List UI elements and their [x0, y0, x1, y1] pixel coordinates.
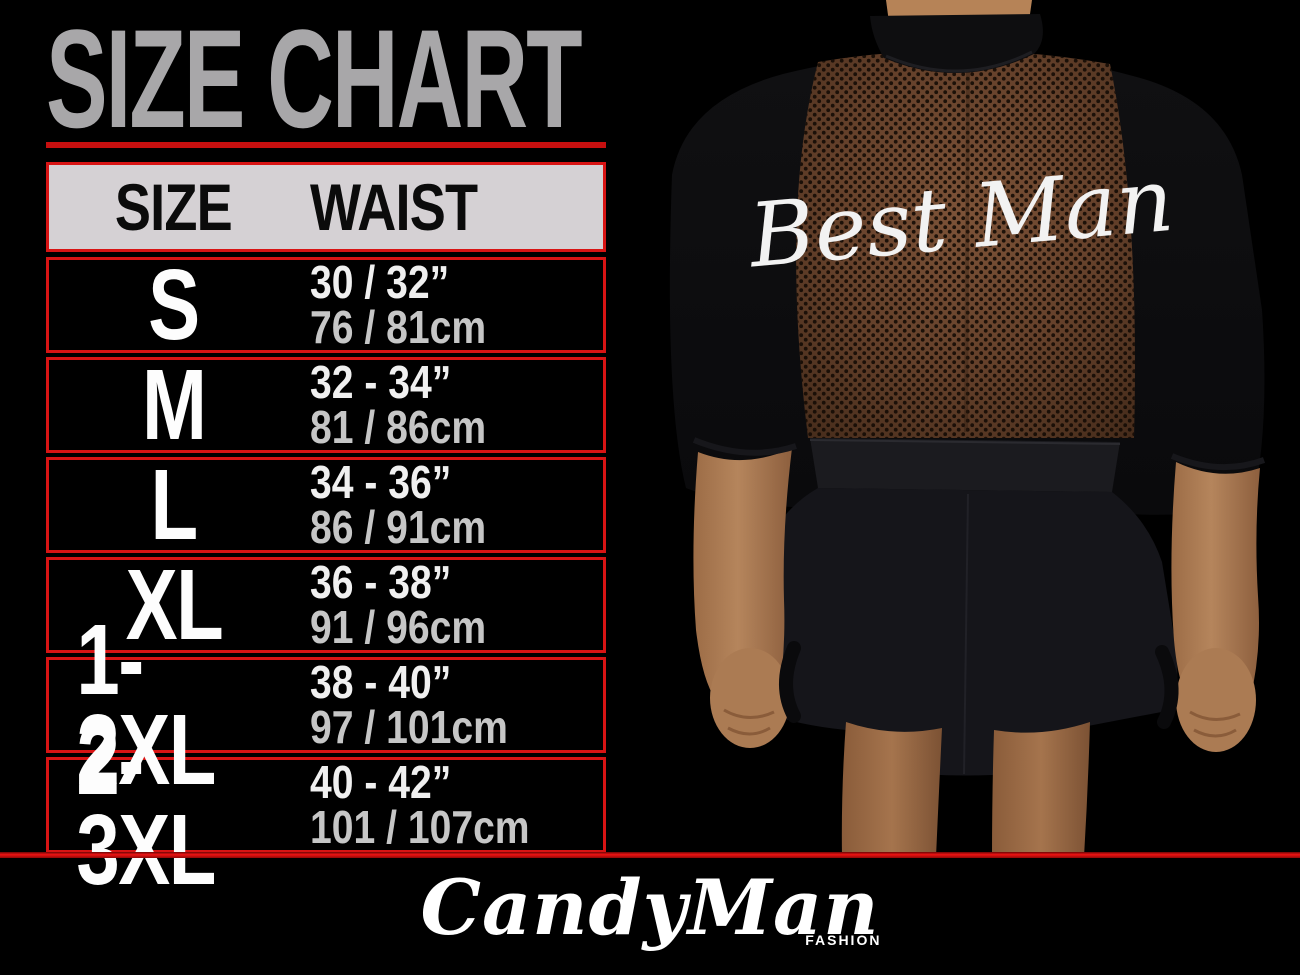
waist-cm: 97 / 101cm [310, 701, 509, 753]
left-leg [841, 722, 942, 857]
collar [870, 14, 1043, 74]
waist-cm: 76 / 81cm [310, 301, 487, 353]
product-photo: Best Man [669, 0, 1266, 857]
table-row: XL 36 - 38” 91 / 96cm [46, 549, 606, 661]
footer: CandyMan FASHION [0, 862, 1300, 954]
waist-cm: 86 / 91cm [310, 501, 487, 553]
belt [810, 438, 1120, 492]
size-chart-panel: SIZE CHART SIZE WAIST S 30 / 32” 76 / 81… [46, 0, 624, 900]
waist-cm: 101 / 107cm [310, 801, 530, 853]
skirt-seam [963, 493, 969, 775]
size-value: 1-2XL [76, 604, 216, 806]
brand-logo: CandyMan FASHION [411, 862, 890, 954]
left-hand [710, 648, 790, 748]
waist-inches: 32 - 34” [310, 356, 452, 408]
waist-cm: 91 / 96cm [310, 601, 487, 653]
left-forearm [693, 448, 792, 702]
collar-edge [885, 50, 1033, 73]
header-waist: WAIST [310, 170, 478, 244]
waist-inches: 30 / 32” [310, 256, 450, 308]
header-size: SIZE [115, 170, 233, 244]
red-divider-line [0, 852, 1300, 858]
size-value: M [141, 349, 207, 461]
belt-seam [809, 439, 1121, 445]
size-value: S [148, 249, 200, 361]
waist-inches: 40 - 42” [310, 756, 452, 808]
waist-inches: 36 - 38” [310, 556, 452, 608]
waist-inches: 38 - 40” [310, 656, 452, 708]
size-table: SIZE WAIST S 30 / 32” 76 / 81cm M 32 - 3… [46, 162, 606, 900]
page-title: SIZE CHART [46, 0, 583, 157]
right-tie-strap [1155, 645, 1179, 729]
right-hand-fingers [1189, 710, 1241, 738]
table-row: 1-2XL 38 - 40” 97 / 101cm [46, 610, 606, 800]
size-value: XL [125, 549, 223, 661]
mesh-dots-texture [796, 50, 1135, 438]
left-cuff [692, 437, 797, 456]
left-hand-fingers [723, 708, 775, 736]
right-forearm [1171, 462, 1260, 702]
waist-inches: 34 - 36” [310, 456, 452, 508]
right-hand [1176, 648, 1256, 752]
size-value: L [150, 449, 199, 561]
right-leg [992, 722, 1090, 857]
table-header-row: SIZE WAIST [46, 162, 606, 252]
brand-name: CandyMan [420, 863, 880, 952]
brand-subtitle: FASHION [805, 932, 882, 948]
table-row: 2-3XL 40 - 42” 101 / 107cm [46, 710, 606, 900]
table-row: L 34 - 36” 86 / 91cm [46, 449, 606, 561]
size-value: 2-3XL [76, 704, 216, 906]
waist-cm: 81 / 86cm [310, 401, 487, 453]
spine-shadow [964, 69, 970, 433]
title-underline [46, 142, 606, 148]
table-row: S 30 / 32” 76 / 81cm [46, 249, 606, 361]
left-tie-strap [779, 641, 801, 723]
table-row: M 32 - 34” 81 / 86cm [46, 349, 606, 461]
robe-skirt [749, 488, 1178, 776]
right-cuff [1170, 453, 1266, 471]
